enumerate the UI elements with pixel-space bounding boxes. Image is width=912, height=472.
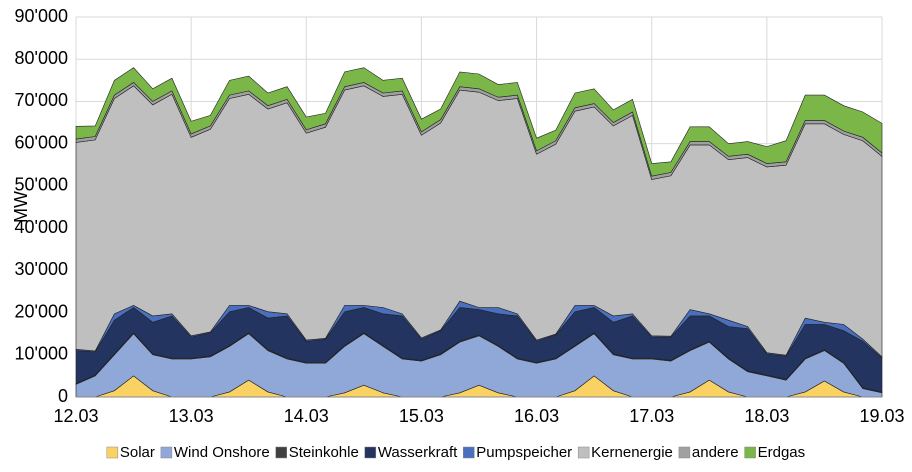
y-tick-label: 70'000 xyxy=(15,90,69,110)
y-tick-label: 90'000 xyxy=(15,6,69,26)
legend-label: andere xyxy=(692,444,739,461)
area xyxy=(75,67,883,177)
y-tick-label: 80'000 xyxy=(15,48,69,68)
legend: Solar Wind Onshore Steinkohle Wasserkraft Pu… xyxy=(106,444,806,461)
x-tick-label: 16.03 xyxy=(514,406,559,426)
x-tick-label: 12.03 xyxy=(53,406,98,426)
y-tick-label: 50'000 xyxy=(15,175,69,195)
y-tick-label: 10'000 xyxy=(15,344,69,364)
legend-swatch xyxy=(106,446,119,459)
legend-swatch xyxy=(463,446,475,459)
y-tick-label: 40'000 xyxy=(15,217,69,237)
x-tick-label: 13.03 xyxy=(169,406,214,426)
y-tick-label: 0 xyxy=(58,386,68,406)
legend-label: Wasserkraft xyxy=(378,444,458,461)
legend-swatch xyxy=(275,446,288,459)
y-tick-label: 30'000 xyxy=(15,259,69,279)
legend-label: Solar xyxy=(120,444,155,461)
legend-label: Steinkohle xyxy=(289,444,359,461)
legend-swatch xyxy=(160,446,173,459)
x-tick-label: 18.03 xyxy=(744,406,789,426)
y-tick-label: 20'000 xyxy=(15,301,69,321)
legend-label: Kernenergie xyxy=(591,444,673,461)
legend-label: Wind Onshore xyxy=(174,444,270,461)
legend-swatch xyxy=(577,446,590,459)
y-axis-label: MW xyxy=(11,191,31,223)
y-tick-label: 60'000 xyxy=(15,132,69,152)
x-tick-label: 15.03 xyxy=(399,406,444,426)
legend-swatch xyxy=(678,446,691,459)
legend-swatch xyxy=(364,446,377,459)
x-tick-label: 19.03 xyxy=(859,406,904,426)
legend-label: Erdgas xyxy=(758,444,806,461)
legend-swatch xyxy=(744,446,756,459)
x-tick-label: 14.03 xyxy=(284,406,329,426)
legend-label: Pumpspeicher xyxy=(476,444,572,461)
x-tick-label: 17.03 xyxy=(629,406,674,426)
